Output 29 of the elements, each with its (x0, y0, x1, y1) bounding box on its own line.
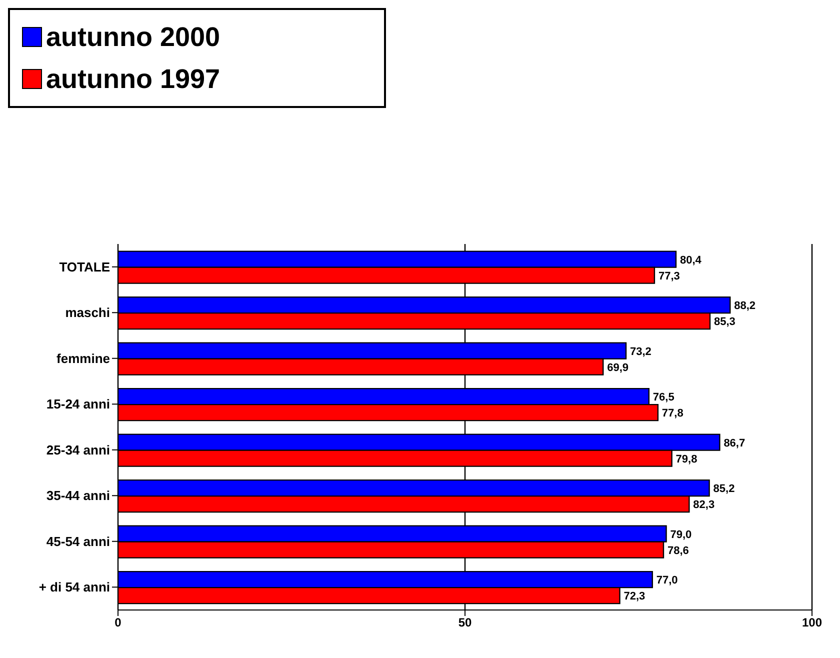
x-tick-label: 100 (802, 616, 822, 630)
data-label: 77,3 (658, 270, 680, 282)
data-label: 82,3 (693, 499, 715, 512)
data-label: 88,2 (734, 300, 756, 312)
data-label: 77,0 (656, 574, 678, 587)
legend-label: autunno 1997 (46, 64, 220, 94)
data-label: 85,3 (714, 316, 736, 328)
data-label: 79,8 (676, 453, 698, 466)
data-label: 86,7 (724, 437, 746, 450)
data-label: 85,2 (713, 483, 735, 496)
data-label: 73,2 (630, 346, 652, 358)
data-label: 69,9 (607, 362, 629, 374)
data-label: 79,0 (670, 528, 692, 541)
y-tick-label: maschi (65, 305, 110, 320)
y-tick-label: TOTALE (59, 259, 110, 274)
x-tick-label: 0 (114, 616, 122, 630)
data-label: 80,4 (680, 254, 702, 266)
y-tick-label: 45-54 anni (46, 534, 110, 549)
y-tick-label: 25-34 anni (46, 442, 110, 458)
data-label: 78,6 (667, 544, 689, 557)
y-tick-label: 15-24 anni (46, 396, 110, 412)
y-tick-label: + di 54 anni (38, 580, 110, 595)
data-label: 77,8 (662, 408, 684, 420)
legend-label: autunno 2000 (46, 22, 220, 52)
data-label: 72,3 (624, 590, 646, 603)
data-label: 76,5 (652, 392, 674, 404)
y-tick-label: femmine (56, 350, 110, 366)
x-tick-label: 50 (458, 616, 472, 630)
y-tick-label: 35-44 anni (46, 488, 110, 504)
